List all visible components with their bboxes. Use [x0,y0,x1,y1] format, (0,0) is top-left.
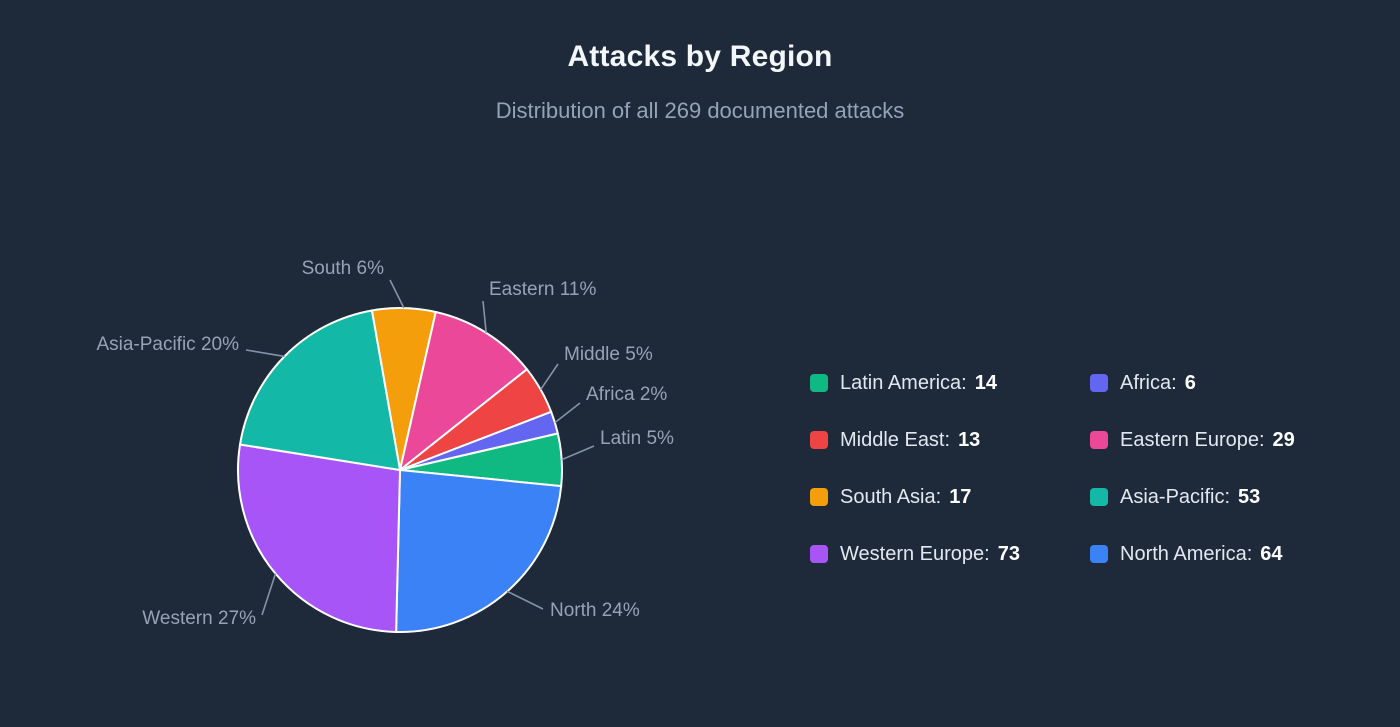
legend-swatch [1090,431,1108,449]
pie-slice-asia-pacific[interactable] [239,309,401,471]
legend-label: Eastern Europe: [1120,428,1265,451]
slice-leader-line [245,349,285,358]
chart-legend: Latin America: 14 Africa: 6 Middle East: 13 Ea… [810,371,1295,566]
slice-leader-line [506,590,544,610]
slice-leader-line [261,573,277,616]
pie-slice-western-europe[interactable] [237,443,401,633]
legend-label: Middle East: [840,428,951,451]
legend-value: 6 [1184,371,1196,394]
legend-item-north-america[interactable]: North America: 64 [1090,542,1295,566]
legend-item-africa[interactable]: Africa: 6 [1090,371,1295,395]
page-title: Attacks by Region [567,40,833,73]
slice-leader-line [389,279,405,309]
legend-value: 29 [1272,428,1295,451]
legend-swatch [1090,545,1108,563]
legend-swatch [810,431,828,449]
legend-label: Latin America: [840,371,967,394]
slice-label-africa: Africa 2% [586,384,667,405]
pie-chart: South 6% Eastern 11% Middle 5% Africa 2% Lat… [96,258,674,633]
legend-value: 53 [1238,485,1261,508]
legend-swatch [810,545,828,563]
legend-value: 73 [997,542,1020,565]
legend-label: Africa: [1120,371,1177,394]
legend-value: 13 [958,428,981,451]
legend-label: Western Europe: [840,542,990,565]
pie-slice-north-america[interactable] [395,469,563,633]
legend-value: 17 [949,485,972,508]
legend-swatch [1090,488,1108,506]
slice-label-north-america: North 24% [550,600,640,621]
page-subtitle: Distribution of all 269 documented attac… [495,98,905,123]
legend-item-latin-america[interactable]: Latin America: 14 [810,371,1090,395]
slice-label-asia-pacific: Asia-Pacific 20% [96,334,239,355]
slice-label-latin-america: Latin 5% [600,428,674,449]
legend-item-asia-pacific[interactable]: Asia-Pacific: 53 [1090,485,1295,509]
legend-item-eastern-europe[interactable]: Eastern Europe: 29 [1090,428,1295,452]
legend-item-middle-east[interactable]: Middle East: 13 [810,428,1090,452]
legend-swatch [1090,374,1108,392]
legend-swatch [810,374,828,392]
slice-label-eastern-europe: Eastern 11% [489,279,596,300]
legend-value: 14 [974,371,997,394]
pie-slice-eastern-europe[interactable] [399,311,528,471]
slice-leader-line [540,363,559,391]
legend-label: South Asia: [840,485,942,508]
slice-leader-line [482,300,487,333]
slice-label-western-europe: Western 27% [142,608,256,629]
legend-swatch [810,488,828,506]
legend-item-south-asia[interactable]: South Asia: 17 [810,485,1090,509]
chart-header: Attacks by Region Distribution of all 26… [0,0,1400,124]
legend-item-western-europe[interactable]: Western Europe: 73 [810,542,1090,566]
slice-label-middle-east: Middle 5% [564,344,653,365]
slice-label-south-asia: South 6% [302,258,384,279]
slice-leader-line [561,445,595,461]
legend-label: North America: [1120,542,1253,565]
legend-value: 64 [1260,542,1283,565]
slice-leader-line [554,402,581,424]
legend-label: Asia-Pacific: [1120,485,1231,508]
